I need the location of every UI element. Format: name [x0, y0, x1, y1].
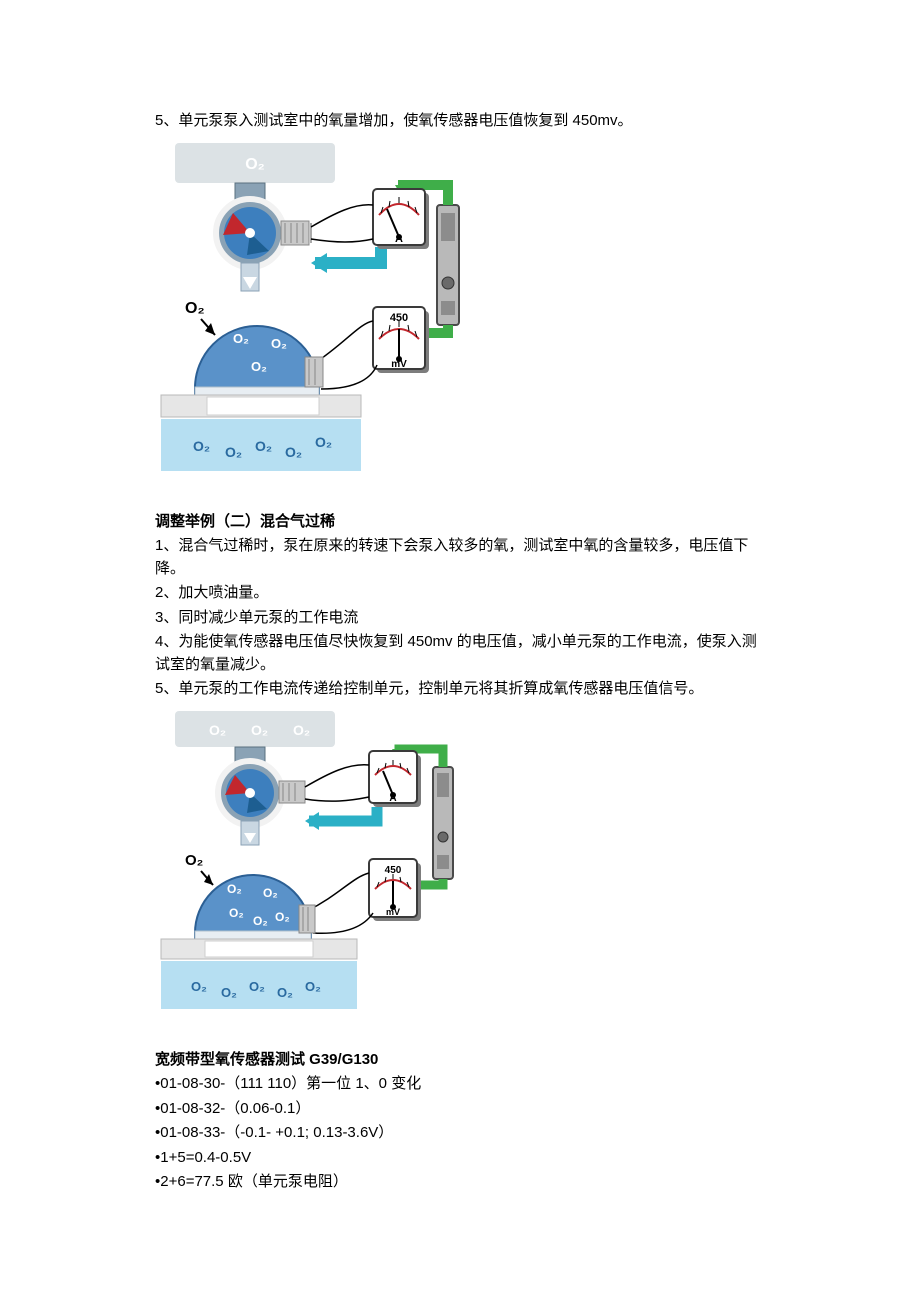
- svg-text:A: A: [389, 793, 396, 804]
- svg-text:O₂: O₂: [193, 438, 210, 454]
- svg-text:mV: mV: [391, 359, 407, 370]
- svg-text:O₂: O₂: [293, 722, 310, 738]
- svg-text:O₂: O₂: [209, 722, 226, 738]
- svg-text:O₂: O₂: [251, 359, 267, 374]
- svg-text:O₂: O₂: [263, 886, 278, 900]
- svg-text:O₂: O₂: [315, 434, 332, 450]
- section3-line3: •01-08-33-（-0.1- +0.1; 0.13-3.6V）: [155, 1122, 770, 1145]
- svg-text:O₂: O₂: [229, 906, 244, 920]
- document-page: 5、单元泵泵入测试室中的氧量增加，使氧传感器电压值恢复到 450mv。 O₂: [0, 0, 920, 1302]
- section2-item2: 2、加大喷油量。: [155, 582, 770, 605]
- section3-line5: •2+6=77.5 欧（单元泵电阻）: [155, 1171, 770, 1194]
- svg-text:O₂: O₂: [185, 852, 203, 869]
- svg-text:O₂: O₂: [233, 331, 249, 346]
- svg-text:A: A: [395, 233, 403, 245]
- section3-line4: •1+5=0.4-0.5V: [155, 1147, 770, 1170]
- svg-text:O₂: O₂: [285, 444, 302, 460]
- svg-text:mV: mV: [386, 907, 400, 917]
- diagram-oxygen-sensor-1: O₂ O₂: [155, 143, 465, 483]
- svg-text:O₂: O₂: [305, 979, 321, 994]
- section1-item5: 5、单元泵泵入测试室中的氧量增加，使氧传感器电压值恢复到 450mv。: [155, 110, 770, 133]
- section2-item3: 3、同时减少单元泵的工作电流: [155, 607, 770, 630]
- diagram-oxygen-sensor-2: O₂ O₂ O₂ O₂ O₂ O₂ O₂ O₂ O₂: [155, 711, 465, 1021]
- svg-text:O₂: O₂: [185, 300, 205, 317]
- svg-text:O₂: O₂: [191, 979, 207, 994]
- svg-text:O₂: O₂: [249, 979, 265, 994]
- section3-heading: 宽频带型氧传感器测试 G39/G130: [155, 1049, 770, 1072]
- section2-item1: 1、混合气过稀时，泵在原来的转速下会泵入较多的氧，测试室中氧的含量较多，电压值下…: [155, 535, 770, 580]
- section2-item4: 4、为能使氧传感器电压值尽快恢复到 450mv 的电压值，减小单元泵的工作电流，…: [155, 631, 770, 676]
- svg-text:O₂: O₂: [253, 914, 268, 928]
- section3-line1: •01-08-30-（111 110）第一位 1、0 变化: [155, 1073, 770, 1096]
- svg-text:O₂: O₂: [255, 438, 272, 454]
- section2-item5: 5、单元泵的工作电流传递给控制单元，控制单元将其折算成氧传感器电压值信号。: [155, 678, 770, 701]
- svg-text:O₂: O₂: [277, 985, 293, 1000]
- svg-text:O₂: O₂: [271, 336, 287, 351]
- svg-text:O₂: O₂: [245, 156, 265, 173]
- section2-heading: 调整举例（二）混合气过稀: [155, 511, 770, 534]
- svg-text:O₂: O₂: [221, 985, 237, 1000]
- svg-text:O₂: O₂: [275, 910, 290, 924]
- svg-text:O₂: O₂: [227, 882, 242, 896]
- svg-text:O₂: O₂: [251, 722, 268, 738]
- svg-text:O₂: O₂: [225, 444, 242, 460]
- section3-line2: •01-08-32-（0.06-0.1）: [155, 1098, 770, 1121]
